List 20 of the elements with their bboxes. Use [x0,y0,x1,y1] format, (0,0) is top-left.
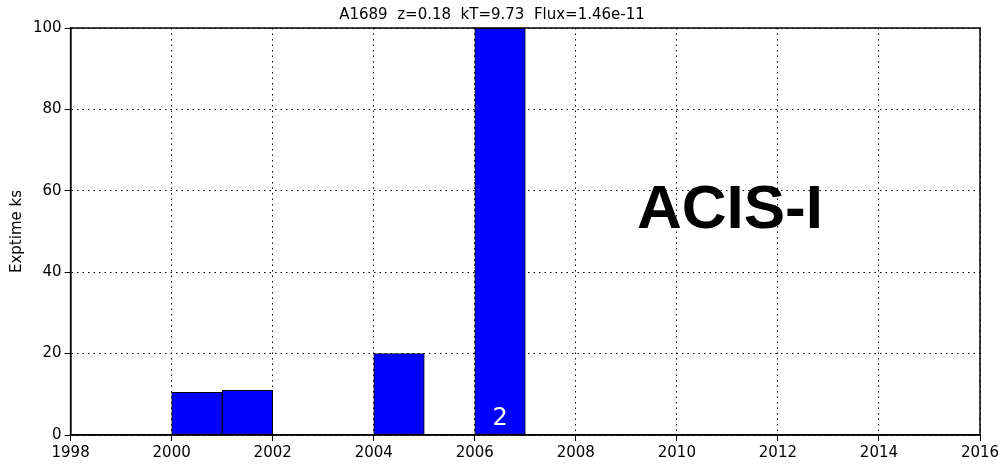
x-tick-label: 2008 [556,442,595,461]
x-tick-label: 2016 [960,442,1000,461]
y-tick-label: 60 [42,180,62,199]
annotation: ACIS-I [636,172,823,242]
y-tick-label: 100 [32,17,62,36]
chart-title: A1689 z=0.18 kT=9.73 Flux=1.46e-11 [339,4,645,23]
x-tick-label: 2014 [859,442,899,461]
x-tick-label: 2010 [657,442,696,461]
x-tick-label: 2000 [152,442,191,461]
x-tick-label: 2012 [758,442,798,461]
y-tick-label: 0 [52,424,62,443]
x-tick-label: 2004 [354,442,393,461]
y-axis-title: Exptime ks [6,189,25,274]
x-tick-label: 1998 [51,442,90,461]
y-tick-label: 40 [42,262,62,281]
x-tick-label: 2006 [455,442,494,461]
x-tick-label: 2002 [253,442,292,461]
y-tick-label: 20 [42,343,62,362]
annotation: 2 [492,403,508,432]
y-tick-label: 80 [42,99,62,118]
